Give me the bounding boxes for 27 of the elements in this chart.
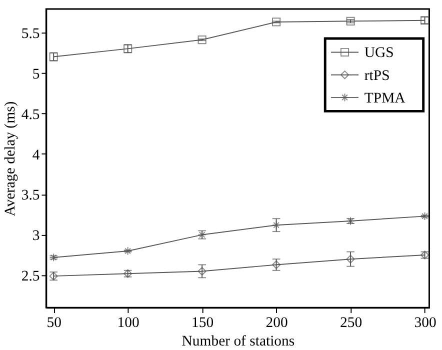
y-tick-label: 3.5 <box>21 188 40 204</box>
x-tick-label: 250 <box>340 314 362 331</box>
legend-label: rtPS <box>364 68 390 84</box>
point <box>420 212 430 220</box>
point <box>198 35 206 44</box>
y-tick-label: 4.5 <box>21 106 40 123</box>
legend-label: TPMA <box>364 90 406 106</box>
point <box>346 254 355 264</box>
point <box>49 253 58 262</box>
x-tick-label: 100 <box>117 314 140 331</box>
x-tick-label: 200 <box>266 314 288 331</box>
point <box>272 220 281 230</box>
y-tick-label: 4 <box>32 147 40 164</box>
x-tick-label: 150 <box>192 314 214 331</box>
point <box>198 266 206 276</box>
x-tick-label: 50 <box>46 314 62 331</box>
y-axis-title: Average delay (ms) <box>2 101 18 216</box>
x-tick-label: 300 <box>414 314 436 331</box>
y-tick-label: 3 <box>32 228 40 244</box>
y-tick-label: 5.5 <box>21 26 40 42</box>
point <box>346 16 355 26</box>
y-tick-label: 5 <box>32 66 40 82</box>
point <box>272 18 281 26</box>
point <box>124 246 132 256</box>
legend-label: UGS <box>364 45 394 62</box>
y-tick-label: 2.5 <box>21 268 40 285</box>
x-axis-title: Number of stations <box>182 333 295 350</box>
